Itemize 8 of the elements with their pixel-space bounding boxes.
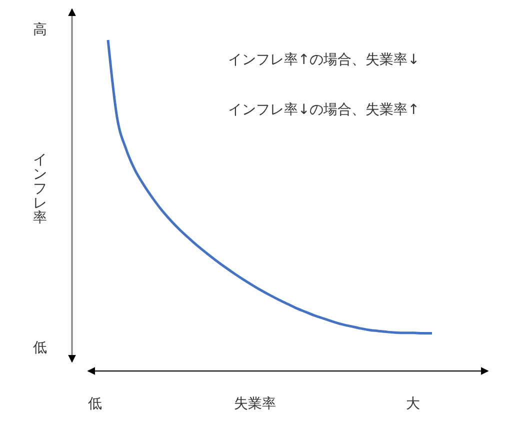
y-axis-title: インフレ率 — [33, 152, 47, 226]
annotation: インフレ率↓の場合、失業率↑ — [228, 102, 420, 118]
text: 低 — [88, 396, 102, 412]
text: 低 — [33, 340, 47, 356]
x-axis-title: 失業率 — [234, 396, 276, 412]
text: 大 — [406, 396, 420, 412]
annotation: インフレ率↑の場合、失業率↓ — [228, 52, 420, 68]
text: 高 — [33, 22, 47, 38]
